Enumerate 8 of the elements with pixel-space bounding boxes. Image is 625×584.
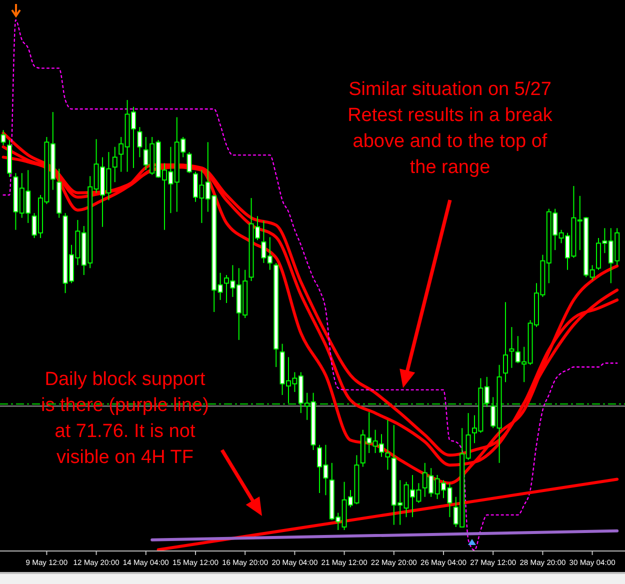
candlestick (509, 326, 514, 368)
annotation: Similar situation on 5/27 Retest results in a break above and to the top of the range (348, 79, 553, 178)
candlestick (112, 146, 118, 183)
candlestick (137, 126, 142, 158)
candlestick (186, 152, 192, 174)
candlestick (503, 302, 508, 383)
candlestick (0, 130, 6, 146)
candlestick (385, 419, 390, 470)
